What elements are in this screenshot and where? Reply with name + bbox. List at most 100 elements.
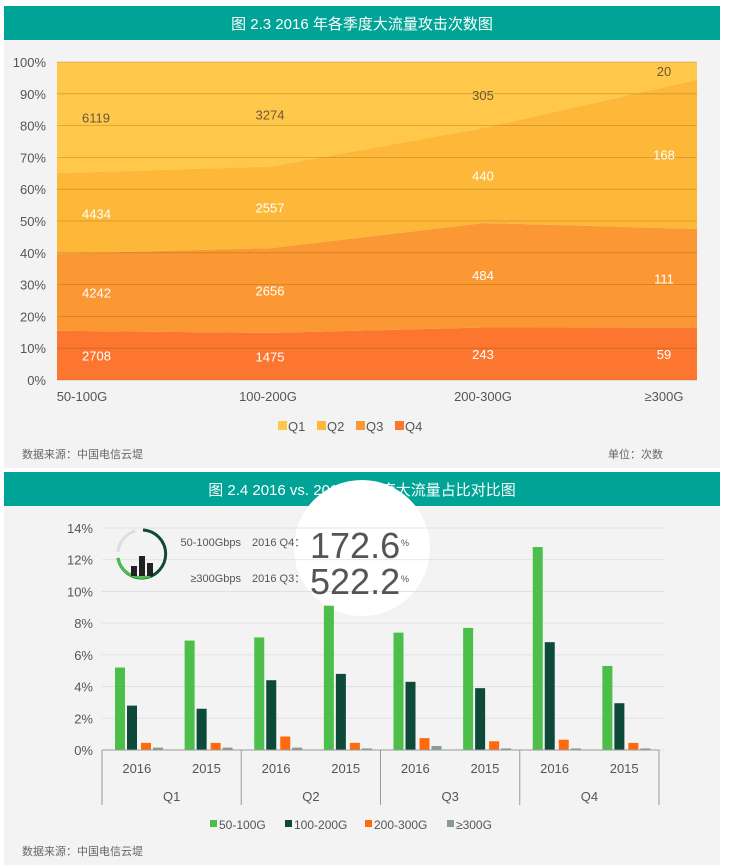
x-tick-label: 50-100G bbox=[57, 389, 108, 404]
x-year-label: 2015 bbox=[470, 761, 499, 776]
bar-chart-icon bbox=[131, 566, 137, 576]
y-tick-label: 8% bbox=[74, 616, 93, 631]
area-q4 bbox=[57, 327, 697, 380]
bar-q3-2015-0 bbox=[463, 627, 474, 750]
y-tick-label: 0% bbox=[27, 373, 46, 388]
data-label: 305 bbox=[472, 88, 494, 103]
data-label: 2656 bbox=[256, 284, 285, 299]
bar-chart-icon bbox=[147, 563, 153, 576]
x-quarter-label: Q3 bbox=[441, 789, 458, 804]
bar-q3-2016-3 bbox=[431, 746, 442, 750]
callout-unit: % bbox=[401, 538, 409, 548]
legend-label: ≥300G bbox=[456, 818, 492, 832]
x-year-label: 2015 bbox=[610, 761, 639, 776]
data-label: 2557 bbox=[256, 200, 285, 215]
y-tick-label: 10% bbox=[67, 584, 93, 599]
area-q2 bbox=[57, 79, 697, 254]
legend-label: 50-100G bbox=[219, 818, 266, 832]
callout-label: 50-100Gbps bbox=[180, 537, 241, 549]
y-tick-label: 0% bbox=[74, 743, 93, 758]
y-tick-label: 80% bbox=[20, 119, 46, 134]
legend-swatch-q2 bbox=[317, 421, 326, 430]
data-label: 3274 bbox=[256, 107, 285, 122]
x-year-label: 2016 bbox=[262, 761, 291, 776]
legend-swatch-q3 bbox=[356, 421, 365, 430]
bar-q3-2016-2 bbox=[419, 738, 430, 750]
bar-q2-2016-3 bbox=[292, 747, 303, 750]
bar-q2-2016-0 bbox=[254, 637, 265, 750]
bar-q2-2016-1 bbox=[266, 680, 277, 750]
bar-q4-2015-0 bbox=[602, 665, 613, 750]
legend-swatch bbox=[447, 820, 454, 827]
bar-q4-2016-2 bbox=[558, 739, 569, 750]
data-label: 4242 bbox=[82, 285, 111, 300]
y-tick-label: 6% bbox=[74, 648, 93, 663]
bar-q2-2015-1 bbox=[335, 673, 346, 750]
x-year-label: 2015 bbox=[192, 761, 221, 776]
bar-q3-2016-0 bbox=[393, 632, 404, 750]
callout-period: 2016 Q3： bbox=[252, 573, 305, 585]
y-tick-label: 30% bbox=[20, 278, 46, 293]
bar-q1-2015-0 bbox=[184, 640, 195, 750]
bar-q4-2015-3 bbox=[640, 748, 651, 750]
data-label: 2708 bbox=[82, 348, 111, 363]
bar-q3-2015-3 bbox=[501, 748, 512, 750]
data-label: 111 bbox=[654, 271, 674, 286]
bar-q1-2016-3 bbox=[153, 747, 163, 750]
data-label: 243 bbox=[472, 347, 494, 362]
y-tick-label: 20% bbox=[20, 309, 46, 324]
legend-swatch bbox=[285, 820, 292, 827]
y-tick-label: 4% bbox=[74, 680, 93, 695]
x-quarter-label: Q4 bbox=[581, 789, 598, 804]
y-tick-label: 50% bbox=[20, 214, 46, 229]
data-label: 4434 bbox=[82, 206, 111, 221]
x-year-label: 2016 bbox=[540, 761, 569, 776]
callout-value: 522.2 bbox=[310, 561, 400, 602]
legend-label: Q1 bbox=[288, 419, 305, 434]
x-quarter-label: Q2 bbox=[302, 789, 319, 804]
ring-green-icon bbox=[116, 557, 151, 580]
ring-gray-icon bbox=[116, 529, 136, 553]
y-tick-label: 60% bbox=[20, 182, 46, 197]
x-year-label: 2016 bbox=[122, 761, 151, 776]
bar-q4-2016-0 bbox=[532, 547, 543, 750]
y-tick-label: 14% bbox=[67, 521, 93, 536]
callout-period: 2016 Q4： bbox=[252, 537, 305, 549]
x-year-label: 2016 bbox=[401, 761, 430, 776]
legend-label: 100-200G bbox=[294, 818, 347, 832]
bar-q2-2015-2 bbox=[349, 742, 360, 750]
callout-label: ≥300Gbps bbox=[190, 573, 241, 585]
bar-q1-2015-3 bbox=[222, 747, 233, 750]
bar-q4-2016-3 bbox=[570, 748, 581, 750]
bar-q1-2016-1 bbox=[127, 705, 137, 750]
source-note: 数据来源：中国电信云堤 bbox=[22, 844, 143, 858]
x-year-label: 2015 bbox=[331, 761, 360, 776]
bar-q3-2016-1 bbox=[405, 681, 416, 750]
bar-q1-2016-2 bbox=[141, 742, 151, 750]
data-label: 20 bbox=[657, 64, 671, 79]
legend-label: Q2 bbox=[327, 419, 344, 434]
x-tick-label: 200-300G bbox=[454, 389, 512, 404]
bar-chart-icon bbox=[139, 556, 145, 576]
area-q1 bbox=[57, 62, 697, 174]
x-quarter-label: Q1 bbox=[163, 789, 180, 804]
legend-label: Q3 bbox=[366, 419, 383, 434]
legend-label: Q4 bbox=[405, 419, 422, 434]
data-label: 6119 bbox=[82, 111, 110, 126]
bar-q4-2015-1 bbox=[614, 703, 625, 750]
y-tick-label: 12% bbox=[67, 553, 93, 568]
bar-q2-2016-2 bbox=[280, 736, 291, 750]
chart1-title: 图 2.3 2016 年各季度大流量攻击次数图 bbox=[4, 6, 720, 40]
y-tick-label: 100% bbox=[13, 55, 47, 70]
legend-label: 200-300G bbox=[374, 818, 427, 832]
bar-q2-2015-0 bbox=[323, 605, 334, 750]
callout-value: 172.6 bbox=[310, 525, 400, 566]
unit-note: 单位：次数 bbox=[608, 447, 663, 461]
data-label: 168 bbox=[653, 147, 675, 162]
y-tick-label: 90% bbox=[20, 87, 46, 102]
data-label: 59 bbox=[657, 347, 671, 362]
y-tick-label: 10% bbox=[20, 341, 46, 356]
legend-swatch bbox=[365, 820, 372, 827]
bar-q2-2015-3 bbox=[361, 748, 372, 750]
